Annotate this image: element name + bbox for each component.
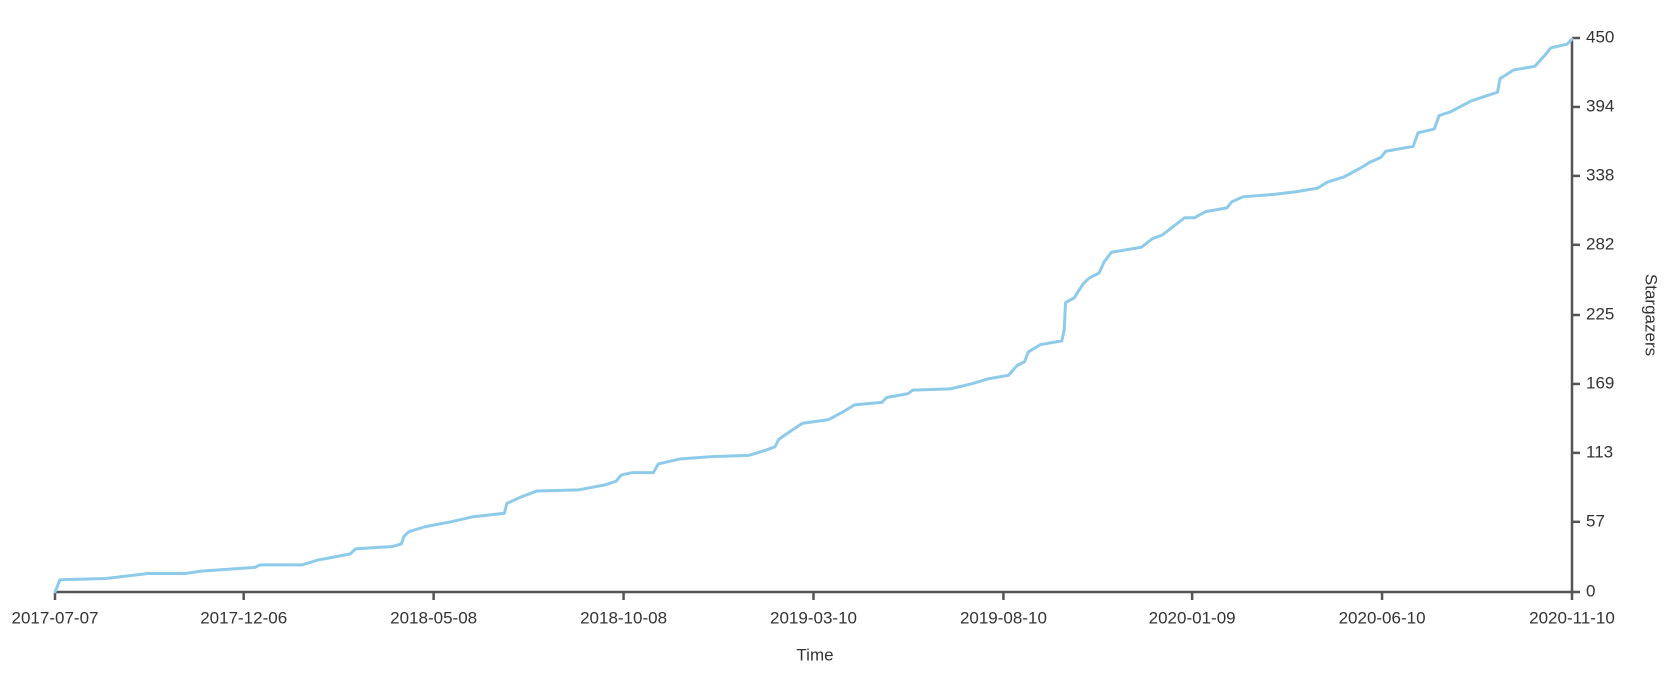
- x-tick-label: 2018-05-08: [390, 608, 477, 627]
- y-tick-label: 57: [1586, 511, 1605, 530]
- x-axis-label: Time: [796, 645, 833, 664]
- x-tick-label: 2019-08-10: [960, 608, 1047, 627]
- x-tick-label: 2018-10-08: [580, 608, 667, 627]
- x-tick-label: 2020-06-10: [1339, 608, 1426, 627]
- y-tick-label: 0: [1586, 581, 1595, 600]
- x-tick-label: 2017-07-07: [12, 608, 99, 627]
- y-tick-label: 282: [1586, 234, 1614, 253]
- y-axis-label: Stargazers: [1642, 274, 1661, 356]
- x-tick-label: 2020-11-10: [1529, 608, 1615, 627]
- y-tick-label: 113: [1586, 442, 1613, 461]
- y-tick-label: 169: [1586, 373, 1614, 392]
- y-tick-label: 450: [1586, 27, 1614, 46]
- y-tick-label: 394: [1586, 96, 1614, 115]
- x-tick-label: 2020-01-09: [1149, 608, 1236, 627]
- x-tick-label: 2019-03-10: [770, 608, 857, 627]
- x-tick-label: 2017-12-06: [200, 608, 287, 627]
- line: [53, 37, 1574, 594]
- y-tick-label: 225: [1586, 304, 1614, 323]
- y-tick-label: 338: [1586, 165, 1614, 184]
